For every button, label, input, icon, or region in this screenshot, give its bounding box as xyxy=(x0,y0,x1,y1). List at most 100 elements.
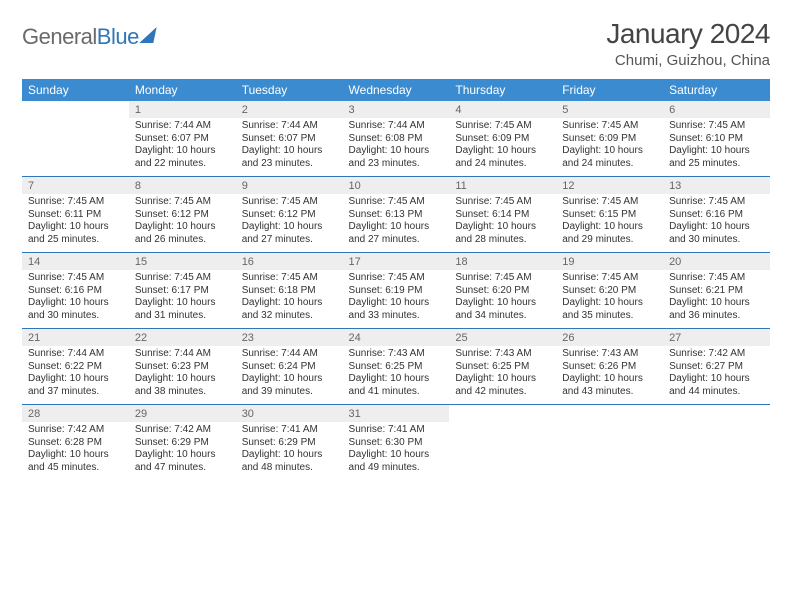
day-number-row: 21222324252627 xyxy=(22,329,770,346)
day-info-cell: Sunrise: 7:45 AMSunset: 6:19 PMDaylight:… xyxy=(343,270,450,329)
day-info-cell: Sunrise: 7:43 AMSunset: 6:25 PMDaylight:… xyxy=(343,346,450,405)
day-info-cell: Sunrise: 7:44 AMSunset: 6:24 PMDaylight:… xyxy=(236,346,343,405)
day-info-cell: Sunrise: 7:45 AMSunset: 6:14 PMDaylight:… xyxy=(449,194,556,253)
day-number-cell: 10 xyxy=(343,177,450,194)
weekday-header: Monday xyxy=(129,79,236,101)
day-info-cell: Sunrise: 7:44 AMSunset: 6:22 PMDaylight:… xyxy=(22,346,129,405)
day-number-cell: 28 xyxy=(22,405,129,422)
day-number-cell: 25 xyxy=(449,329,556,346)
calendar-table: Sunday Monday Tuesday Wednesday Thursday… xyxy=(22,79,770,480)
calendar-page: GeneralBlue January 2024 Chumi, Guizhou,… xyxy=(0,0,792,490)
day-number-cell: 31 xyxy=(343,405,450,422)
day-info-cell: Sunrise: 7:42 AMSunset: 6:27 PMDaylight:… xyxy=(663,346,770,405)
day-number-cell xyxy=(22,101,129,118)
day-info-cell: Sunrise: 7:45 AMSunset: 6:20 PMDaylight:… xyxy=(449,270,556,329)
day-info-cell xyxy=(22,118,129,177)
day-info-cell: Sunrise: 7:42 AMSunset: 6:28 PMDaylight:… xyxy=(22,422,129,480)
day-number-cell: 6 xyxy=(663,101,770,118)
day-info-cell: Sunrise: 7:44 AMSunset: 6:23 PMDaylight:… xyxy=(129,346,236,405)
day-info-cell: Sunrise: 7:45 AMSunset: 6:16 PMDaylight:… xyxy=(663,194,770,253)
day-number-cell: 3 xyxy=(343,101,450,118)
day-number-cell: 1 xyxy=(129,101,236,118)
day-number-cell: 29 xyxy=(129,405,236,422)
day-info-row: Sunrise: 7:44 AMSunset: 6:22 PMDaylight:… xyxy=(22,346,770,405)
day-number-cell: 12 xyxy=(556,177,663,194)
weekday-header: Wednesday xyxy=(343,79,450,101)
day-number-cell: 21 xyxy=(22,329,129,346)
day-info-cell: Sunrise: 7:45 AMSunset: 6:09 PMDaylight:… xyxy=(556,118,663,177)
day-info-cell: Sunrise: 7:42 AMSunset: 6:29 PMDaylight:… xyxy=(129,422,236,480)
day-number-cell: 4 xyxy=(449,101,556,118)
day-info-cell: Sunrise: 7:45 AMSunset: 6:17 PMDaylight:… xyxy=(129,270,236,329)
day-info-cell: Sunrise: 7:45 AMSunset: 6:16 PMDaylight:… xyxy=(22,270,129,329)
day-info-cell: Sunrise: 7:44 AMSunset: 6:07 PMDaylight:… xyxy=(129,118,236,177)
day-number-cell: 19 xyxy=(556,253,663,270)
day-info-cell: Sunrise: 7:41 AMSunset: 6:29 PMDaylight:… xyxy=(236,422,343,480)
day-number-row: 78910111213 xyxy=(22,177,770,194)
day-info-cell: Sunrise: 7:45 AMSunset: 6:12 PMDaylight:… xyxy=(236,194,343,253)
brand-triangle-icon xyxy=(139,27,156,43)
day-number-row: 28293031 xyxy=(22,405,770,422)
brand-word-1: General xyxy=(22,24,97,49)
day-info-row: Sunrise: 7:42 AMSunset: 6:28 PMDaylight:… xyxy=(22,422,770,480)
page-subtitle: Chumi, Guizhou, China xyxy=(606,52,770,69)
day-number-cell: 13 xyxy=(663,177,770,194)
brand-text: GeneralBlue xyxy=(22,24,139,50)
day-info-cell: Sunrise: 7:45 AMSunset: 6:21 PMDaylight:… xyxy=(663,270,770,329)
day-info-row: Sunrise: 7:45 AMSunset: 6:16 PMDaylight:… xyxy=(22,270,770,329)
day-info-cell: Sunrise: 7:44 AMSunset: 6:08 PMDaylight:… xyxy=(343,118,450,177)
day-info-cell: Sunrise: 7:45 AMSunset: 6:10 PMDaylight:… xyxy=(663,118,770,177)
day-info-cell: Sunrise: 7:43 AMSunset: 6:25 PMDaylight:… xyxy=(449,346,556,405)
day-number-cell: 20 xyxy=(663,253,770,270)
day-number-cell: 27 xyxy=(663,329,770,346)
day-number-cell: 24 xyxy=(343,329,450,346)
day-number-cell: 15 xyxy=(129,253,236,270)
day-number-cell: 11 xyxy=(449,177,556,194)
day-number-cell xyxy=(663,405,770,422)
day-info-row: Sunrise: 7:44 AMSunset: 6:07 PMDaylight:… xyxy=(22,118,770,177)
weekday-header: Saturday xyxy=(663,79,770,101)
day-number-cell: 7 xyxy=(22,177,129,194)
title-block: January 2024 Chumi, Guizhou, China xyxy=(606,18,770,69)
weekday-header: Tuesday xyxy=(236,79,343,101)
brand-word-2: Blue xyxy=(97,24,139,49)
day-number-cell: 23 xyxy=(236,329,343,346)
day-number-cell: 17 xyxy=(343,253,450,270)
day-number-cell: 9 xyxy=(236,177,343,194)
day-info-cell: Sunrise: 7:43 AMSunset: 6:26 PMDaylight:… xyxy=(556,346,663,405)
day-info-cell: Sunrise: 7:45 AMSunset: 6:20 PMDaylight:… xyxy=(556,270,663,329)
day-number-cell: 26 xyxy=(556,329,663,346)
day-info-cell: Sunrise: 7:41 AMSunset: 6:30 PMDaylight:… xyxy=(343,422,450,480)
day-number-cell: 2 xyxy=(236,101,343,118)
day-number-cell: 5 xyxy=(556,101,663,118)
header: GeneralBlue January 2024 Chumi, Guizhou,… xyxy=(22,18,770,69)
day-info-cell xyxy=(449,422,556,480)
day-info-cell: Sunrise: 7:45 AMSunset: 6:13 PMDaylight:… xyxy=(343,194,450,253)
day-info-cell: Sunrise: 7:45 AMSunset: 6:11 PMDaylight:… xyxy=(22,194,129,253)
day-number-row: 123456 xyxy=(22,101,770,118)
day-number-cell: 18 xyxy=(449,253,556,270)
day-number-cell: 22 xyxy=(129,329,236,346)
day-number-row: 14151617181920 xyxy=(22,253,770,270)
day-number-cell: 30 xyxy=(236,405,343,422)
day-number-cell xyxy=(449,405,556,422)
weekday-header: Friday xyxy=(556,79,663,101)
day-number-cell xyxy=(556,405,663,422)
page-title: January 2024 xyxy=(606,18,770,50)
brand-logo: GeneralBlue xyxy=(22,24,155,50)
day-info-cell xyxy=(556,422,663,480)
day-info-cell: Sunrise: 7:45 AMSunset: 6:12 PMDaylight:… xyxy=(129,194,236,253)
day-info-cell: Sunrise: 7:44 AMSunset: 6:07 PMDaylight:… xyxy=(236,118,343,177)
day-info-cell xyxy=(663,422,770,480)
day-number-cell: 16 xyxy=(236,253,343,270)
day-number-cell: 14 xyxy=(22,253,129,270)
day-info-row: Sunrise: 7:45 AMSunset: 6:11 PMDaylight:… xyxy=(22,194,770,253)
weekday-header: Thursday xyxy=(449,79,556,101)
day-info-cell: Sunrise: 7:45 AMSunset: 6:15 PMDaylight:… xyxy=(556,194,663,253)
calendar-body: 123456Sunrise: 7:44 AMSunset: 6:07 PMDay… xyxy=(22,101,770,480)
day-number-cell: 8 xyxy=(129,177,236,194)
weekday-header-row: Sunday Monday Tuesday Wednesday Thursday… xyxy=(22,79,770,101)
day-info-cell: Sunrise: 7:45 AMSunset: 6:18 PMDaylight:… xyxy=(236,270,343,329)
weekday-header: Sunday xyxy=(22,79,129,101)
day-info-cell: Sunrise: 7:45 AMSunset: 6:09 PMDaylight:… xyxy=(449,118,556,177)
